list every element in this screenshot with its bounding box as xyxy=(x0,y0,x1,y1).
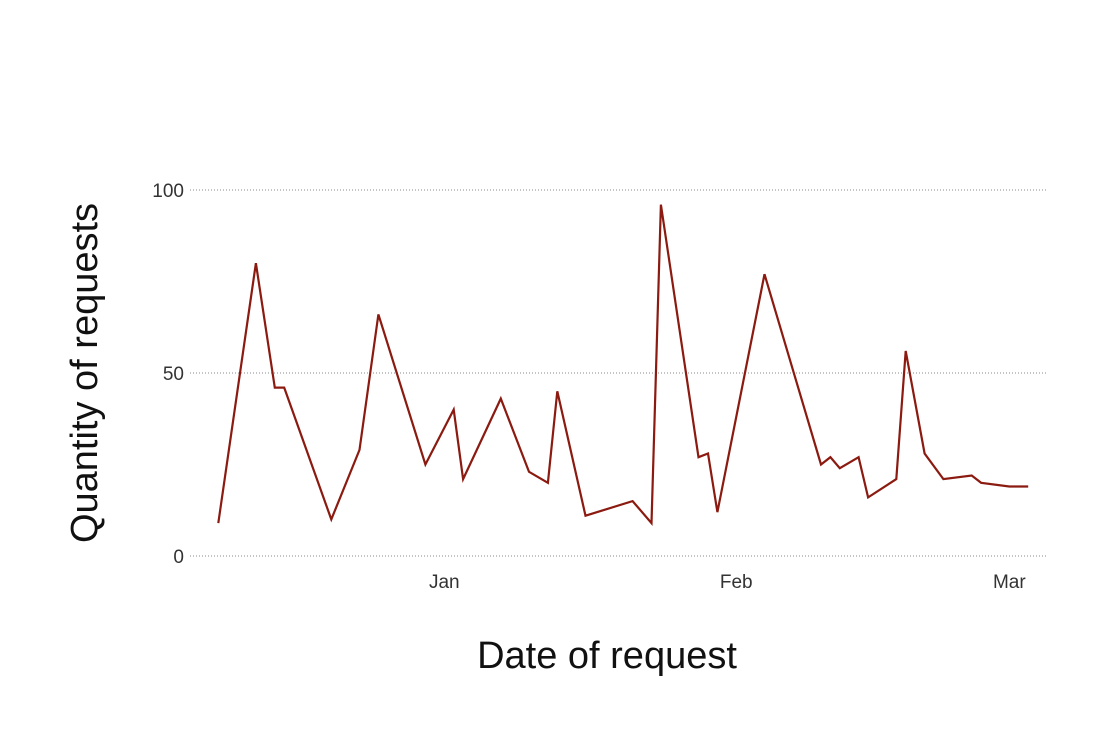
x-axis-ticks: Jan Feb Mar xyxy=(429,572,1026,593)
y-axis-title: Quantity of requests xyxy=(64,203,106,543)
y-tick-label: 0 xyxy=(173,547,184,568)
x-tick-label: Mar xyxy=(993,572,1026,593)
gridlines xyxy=(190,189,1047,557)
series-line xyxy=(217,204,1029,526)
y-tick-label: 50 xyxy=(163,364,184,385)
x-tick-label: Feb xyxy=(720,572,753,593)
x-tick-label: Jan xyxy=(429,572,460,593)
y-axis-ticks: 0 50 100 xyxy=(152,181,184,568)
y-tick-label: 100 xyxy=(152,181,184,202)
x-axis-title: Date of request xyxy=(477,635,737,677)
